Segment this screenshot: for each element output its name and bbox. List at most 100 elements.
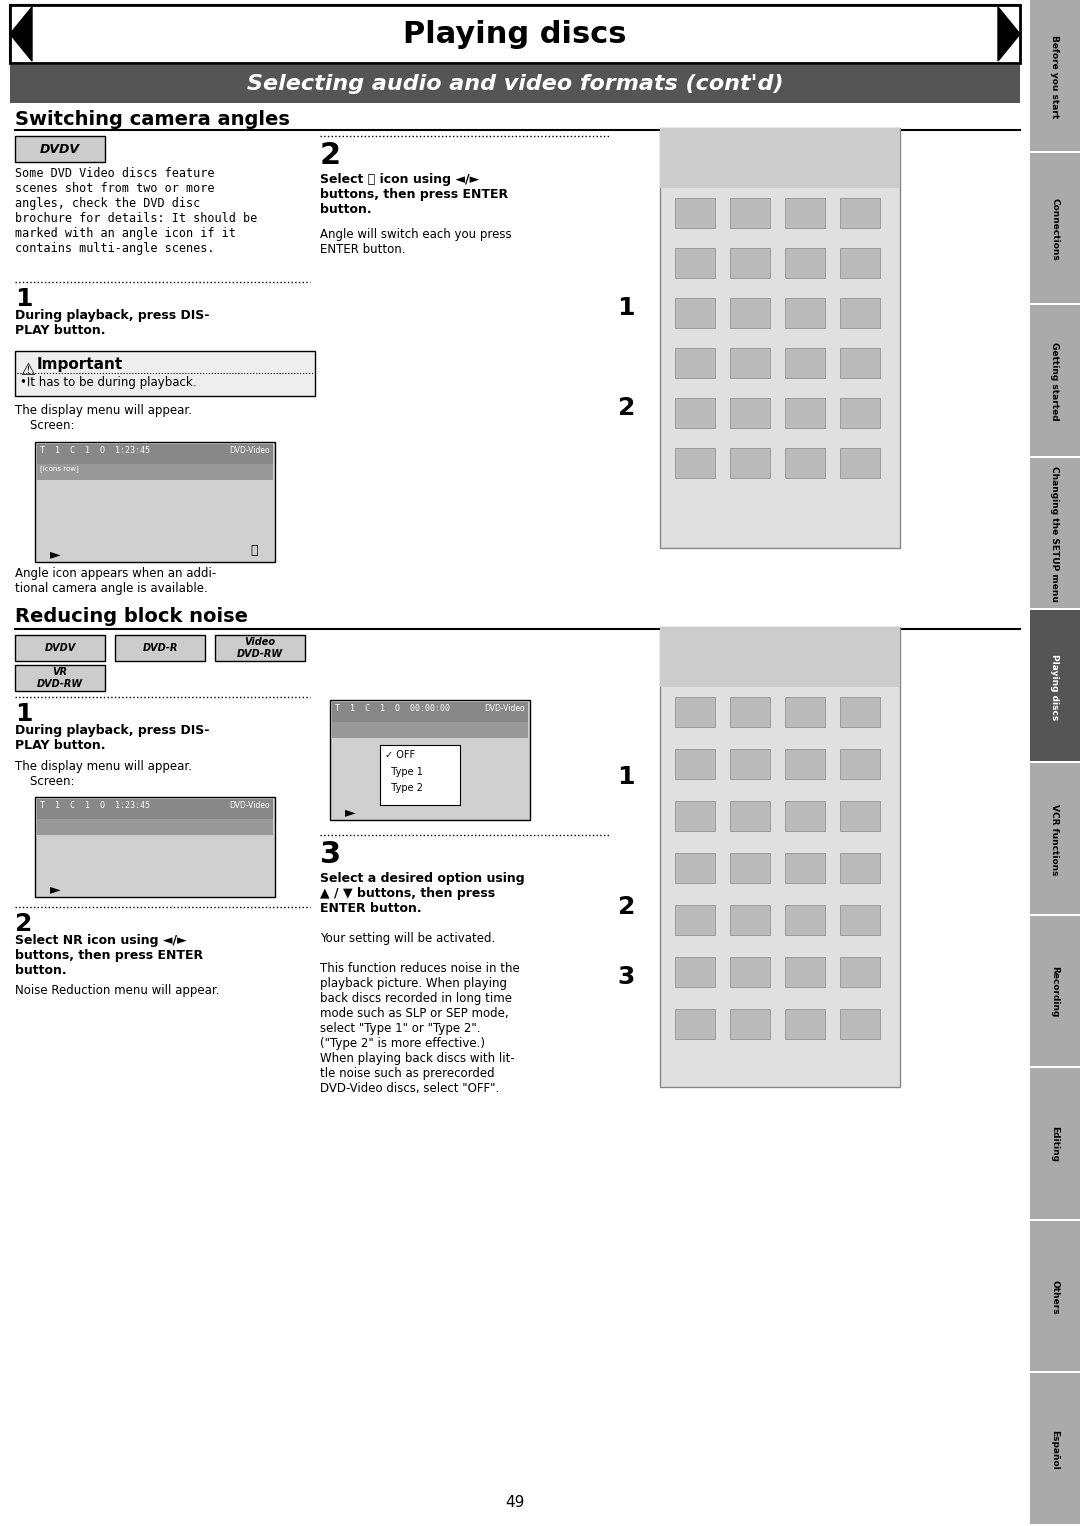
Bar	[840, 749, 880, 778]
Bar	[785, 905, 825, 935]
Bar	[380, 745, 460, 806]
Text: DVDV: DVDV	[44, 642, 76, 653]
Bar	[675, 801, 715, 832]
Bar	[114, 635, 205, 661]
Bar	[37, 800, 273, 819]
Text: ⚠: ⚠	[21, 362, 35, 378]
Text: T  1  C  1  O  1:23:45: T 1 C 1 O 1:23:45	[40, 801, 150, 810]
Text: ►: ►	[50, 546, 60, 562]
Bar	[1030, 1373, 1080, 1524]
Text: 2: 2	[618, 896, 635, 919]
Bar	[785, 853, 825, 884]
Text: Getting started: Getting started	[1051, 342, 1059, 421]
Bar	[785, 449, 825, 478]
Text: 49: 49	[505, 1495, 525, 1511]
Text: 3: 3	[320, 839, 341, 868]
Text: Angle will switch each you press
ENTER button.: Angle will switch each you press ENTER b…	[320, 227, 512, 256]
Bar	[730, 697, 770, 726]
Text: Type 1: Type 1	[384, 768, 423, 777]
Text: Noise Reduction menu will appear.: Noise Reduction menu will appear.	[15, 984, 219, 996]
Text: 2: 2	[320, 140, 341, 169]
Text: T  1  C  1  O  1:23:45: T 1 C 1 O 1:23:45	[40, 446, 150, 455]
Bar	[730, 749, 770, 778]
Bar	[675, 198, 715, 227]
Bar	[840, 398, 880, 427]
Bar	[675, 957, 715, 987]
Text: [icons row]: [icons row]	[40, 465, 79, 472]
Bar	[840, 249, 880, 278]
Text: VR
DVD-RW: VR DVD-RW	[37, 667, 83, 688]
Bar	[35, 797, 275, 897]
Text: During playback, press DIS-
PLAY button.: During playback, press DIS- PLAY button.	[15, 723, 210, 752]
Bar	[1030, 458, 1080, 609]
Bar	[15, 136, 105, 162]
Bar	[1030, 1068, 1080, 1219]
Text: Switching camera angles: Switching camera angles	[15, 110, 289, 130]
Bar	[10, 5, 1020, 63]
Bar	[35, 443, 275, 562]
Text: 1: 1	[618, 296, 635, 320]
Text: DVD-Video: DVD-Video	[229, 446, 270, 455]
Text: Type 2: Type 2	[384, 783, 423, 794]
Text: VCR functions: VCR functions	[1051, 804, 1059, 874]
Bar	[10, 5, 1020, 63]
Text: •It has to be during playback.: •It has to be during playback.	[21, 375, 197, 389]
Bar	[1030, 305, 1080, 456]
Bar	[675, 905, 715, 935]
Polygon shape	[10, 8, 32, 61]
Bar	[840, 198, 880, 227]
Bar	[730, 249, 770, 278]
Bar	[675, 348, 715, 378]
Text: Playing discs: Playing discs	[403, 20, 626, 49]
Bar	[675, 853, 715, 884]
Text: DVD-Video: DVD-Video	[484, 703, 525, 713]
Text: Español: Español	[1051, 1430, 1059, 1470]
Text: DVD-R: DVD-R	[143, 642, 178, 653]
Bar	[37, 444, 273, 464]
Bar	[1030, 610, 1080, 761]
Text: Your setting will be activated.

This function reduces noise in the
playback pic: Your setting will be activated. This fun…	[320, 932, 519, 1096]
Bar	[785, 957, 825, 987]
Bar	[785, 801, 825, 832]
Bar	[730, 198, 770, 227]
Bar	[37, 464, 273, 481]
Text: 3: 3	[618, 964, 635, 989]
Bar	[730, 398, 770, 427]
Bar	[840, 801, 880, 832]
Bar	[730, 801, 770, 832]
Text: During playback, press DIS-
PLAY button.: During playback, press DIS- PLAY button.	[15, 308, 210, 337]
Bar	[660, 128, 900, 188]
Text: ►: ►	[50, 882, 60, 896]
Text: Select a desired option using
▲ / ▼ buttons, then press
ENTER button.: Select a desired option using ▲ / ▼ butt…	[320, 871, 525, 916]
Bar	[1030, 153, 1080, 304]
Text: Some DVD Video discs feature
scenes shot from two or more
angles, check the DVD : Some DVD Video discs feature scenes shot…	[15, 166, 257, 255]
Bar	[785, 398, 825, 427]
Text: Changing the SETUP menu: Changing the SETUP menu	[1051, 465, 1059, 603]
Bar	[730, 853, 770, 884]
Text: T  1  C  1  O  00:00:00: T 1 C 1 O 00:00:00	[335, 703, 450, 713]
Text: Important: Important	[37, 357, 123, 372]
Bar	[332, 722, 528, 739]
Text: Recording: Recording	[1051, 966, 1059, 1018]
Bar	[1030, 0, 1080, 151]
Text: 1: 1	[15, 287, 32, 311]
Bar	[730, 449, 770, 478]
Bar	[10, 66, 1020, 102]
Bar	[785, 749, 825, 778]
Text: Before you start: Before you start	[1051, 35, 1059, 118]
Bar	[785, 198, 825, 227]
Text: The display menu will appear.
    Screen:: The display menu will appear. Screen:	[15, 404, 192, 432]
Text: Angle icon appears when an addi-
tional camera angle is available.: Angle icon appears when an addi- tional …	[15, 568, 216, 595]
Bar	[840, 348, 880, 378]
Text: Select 📷 icon using ◄/►
buttons, then press ENTER
button.: Select 📷 icon using ◄/► buttons, then pr…	[320, 172, 508, 217]
Bar	[660, 128, 900, 548]
Polygon shape	[998, 8, 1020, 61]
Bar	[1030, 916, 1080, 1067]
Bar	[840, 697, 880, 726]
Text: Selecting audio and video formats (cont'd): Selecting audio and video formats (cont'…	[246, 73, 783, 95]
Text: ►: ►	[345, 806, 355, 819]
Text: Editing: Editing	[1051, 1126, 1059, 1163]
Text: Playing discs: Playing discs	[1051, 653, 1059, 720]
Text: Select NR icon using ◄/►
buttons, then press ENTER
button.: Select NR icon using ◄/► buttons, then p…	[15, 934, 203, 977]
Bar	[840, 449, 880, 478]
